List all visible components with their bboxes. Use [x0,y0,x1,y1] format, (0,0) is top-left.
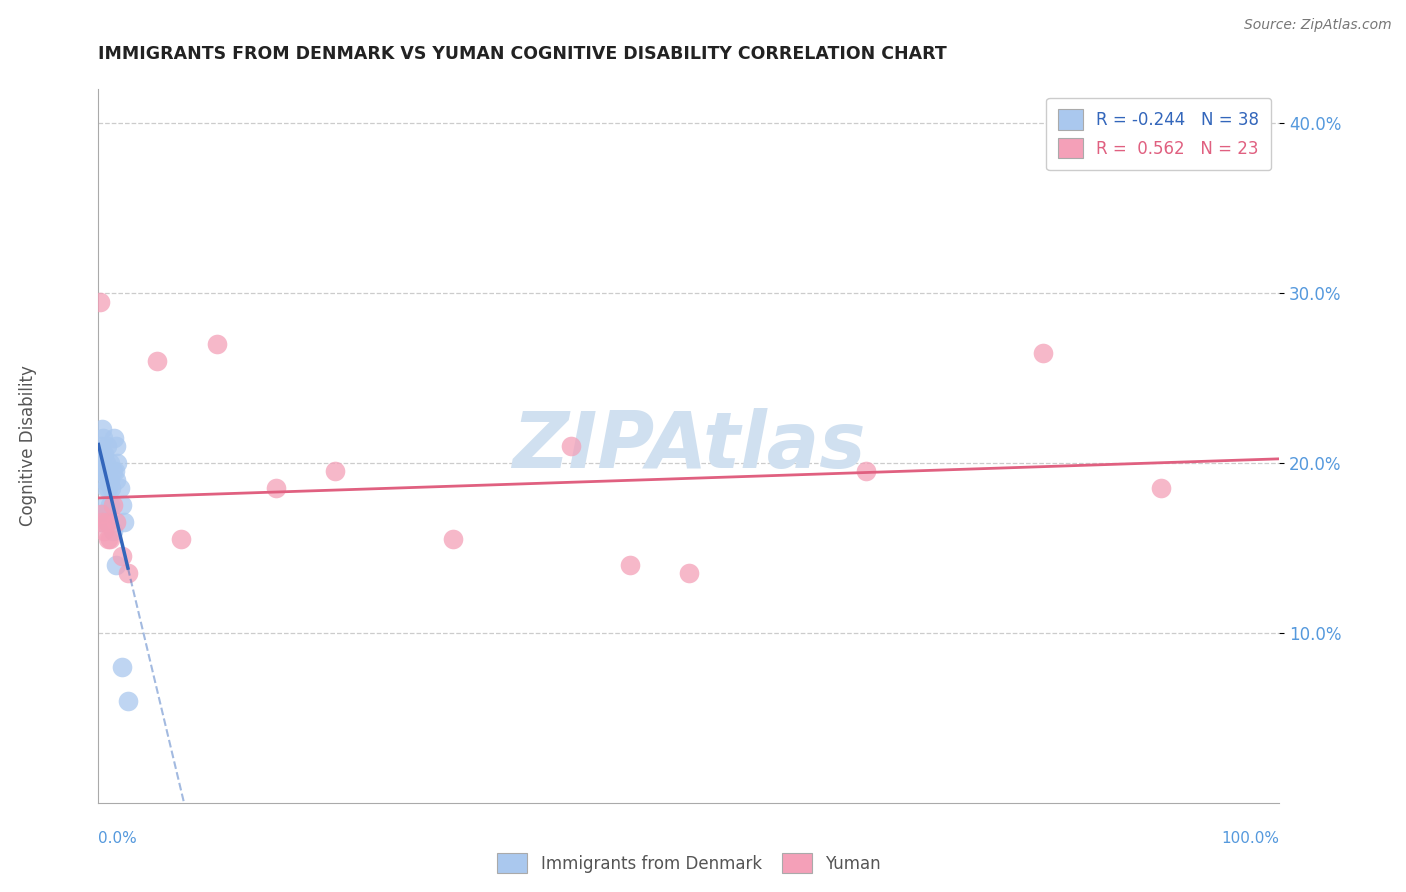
Text: Source: ZipAtlas.com: Source: ZipAtlas.com [1244,18,1392,32]
Point [108,482,131,496]
Point [101,524,124,538]
Point [619,558,641,572]
Point [94,456,117,470]
Point [91,516,114,530]
Point [90,516,112,530]
Point [205,337,228,351]
Point [93,473,115,487]
Point [170,533,193,547]
Point [96,465,118,479]
Point [560,439,582,453]
Text: Cognitive Disability: Cognitive Disability [20,366,37,526]
Point [105,473,128,487]
Point [90,465,112,479]
Point [96,439,118,453]
Point [264,482,287,496]
Point [101,499,124,513]
Point [97,465,120,479]
Point [97,533,120,547]
Point [117,694,139,708]
Point [323,465,346,479]
Point [112,516,135,530]
Point [111,549,134,564]
Point [855,465,877,479]
Point [97,482,120,496]
Point [101,465,124,479]
Point [94,482,117,496]
Point [91,507,114,521]
Point [105,516,128,530]
Point [104,465,127,479]
Text: 0.0%: 0.0% [98,831,138,846]
Point [100,482,122,496]
Point [117,566,139,581]
Point [98,473,121,487]
Point [91,448,114,462]
Point [1150,482,1173,496]
Point [93,524,115,538]
Point [146,354,169,368]
Point [105,456,128,470]
Point [94,499,117,513]
Point [98,533,121,547]
Point [91,422,114,436]
Point [93,507,115,521]
Point [91,430,114,444]
Point [111,499,134,513]
Point [1032,345,1054,359]
Point [89,456,111,470]
Point [90,439,112,453]
Point [93,448,115,462]
Point [90,507,112,521]
Point [678,566,700,581]
Point [111,660,134,674]
Point [105,439,128,453]
Text: ZIPAtlas: ZIPAtlas [512,408,866,484]
Point [98,473,121,487]
Text: IMMIGRANTS FROM DENMARK VS YUMAN COGNITIVE DISABILITY CORRELATION CHART: IMMIGRANTS FROM DENMARK VS YUMAN COGNITI… [98,45,948,62]
Text: 100.0%: 100.0% [1222,831,1279,846]
Point [97,516,120,530]
Point [98,456,121,470]
Point [89,294,111,309]
Point [98,499,121,513]
Point [96,516,118,530]
Point [441,533,464,547]
Point [103,430,125,444]
Point [105,558,128,572]
Legend: Immigrants from Denmark, Yuman: Immigrants from Denmark, Yuman [491,847,887,880]
Point [91,465,114,479]
